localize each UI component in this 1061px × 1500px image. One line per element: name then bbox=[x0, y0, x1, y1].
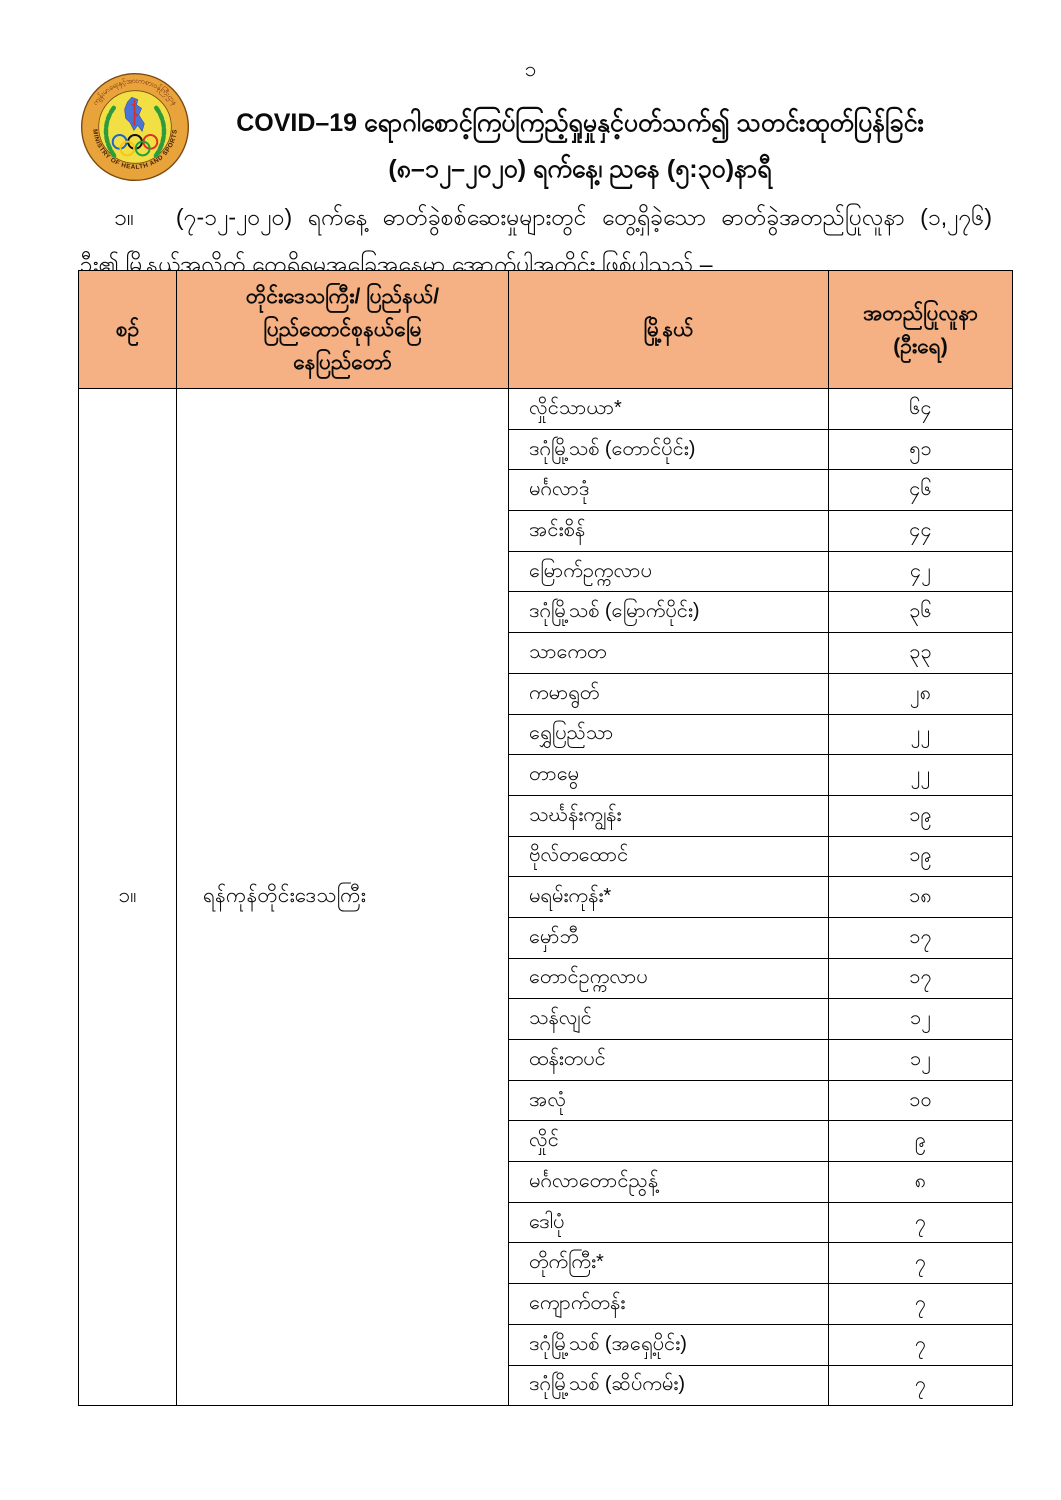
township-cell: လှိုင်သာယာ* bbox=[508, 388, 829, 430]
township-cell: သန်လျင် bbox=[508, 998, 829, 1040]
township-cell: မင်္ဂလာဒုံ bbox=[508, 469, 829, 512]
table-body: ၁။ ရန်ကုန်တိုင်းဒေသကြီး လှိုင်သာယာ* ၆၄ ဒ… bbox=[78, 387, 1013, 1407]
cases-cell: ၇ bbox=[828, 1201, 1013, 1244]
table-row: ဗိုလ်တထောင် ၁၉ bbox=[79, 835, 1013, 878]
table-row: သာကေတ ၃၃ bbox=[79, 632, 1013, 674]
township-cell: ဒဂုံမြို့သစ် (အရှေ့ပိုင်း) bbox=[508, 1323, 829, 1366]
township-cell: ဒေါပုံ bbox=[508, 1201, 829, 1244]
col-header-region: တိုင်းဒေသကြီး/ ပြည်နယ်/ ပြည်ထောင်စုနယ်မြ… bbox=[176, 270, 509, 389]
col-header-cases-line2: (ဦးရေ) bbox=[893, 334, 948, 358]
col-header-cases: အတည်ပြုလူနာ (ဦးရေ) bbox=[828, 270, 1013, 389]
township-cell: ကမာရွတ် bbox=[508, 672, 829, 715]
cases-table: စဉ် တိုင်းဒေသကြီး/ ပြည်နယ်/ ပြည်ထောင်စုန… bbox=[78, 270, 1013, 1407]
township-cell: မြောက်ဥက္ကလာပ bbox=[508, 550, 829, 593]
col-header-region-line3: နေပြည်တော် bbox=[293, 351, 392, 374]
cases-cell: ၂၂ bbox=[828, 713, 1013, 756]
cases-cell: ၂၈ bbox=[828, 672, 1013, 715]
laurel-wreath-icon bbox=[103, 103, 167, 158]
township-cell: မရမ်းကုန်း* bbox=[508, 876, 829, 918]
table-row: သင်္ဃန်းကျွန်း ၁၉ bbox=[79, 794, 1013, 837]
township-cell: တောင်ဥက္ကလာပ bbox=[508, 957, 829, 1000]
table-row: မြောက်ဥက္ကလာပ ၄၂ bbox=[79, 550, 1013, 593]
cases-cell: ၇ bbox=[828, 1323, 1013, 1366]
table-row: ကမာရွတ် ၂၈ bbox=[79, 672, 1013, 715]
cases-cell: ၃၃ bbox=[828, 632, 1013, 674]
table-row: သန်လျင် ၁၂ bbox=[79, 998, 1013, 1040]
township-cell: ဒဂုံမြို့သစ် (ဆိပ်ကမ်း) bbox=[508, 1364, 829, 1407]
township-cell: ရွှေပြည်သာ bbox=[508, 713, 829, 756]
township-cell: တိုက်ကြီး* bbox=[508, 1242, 829, 1285]
cases-cell: ၇ bbox=[828, 1242, 1013, 1285]
township-cell: သင်္ဃန်းကျွန်း bbox=[508, 794, 829, 837]
table-row: အင်းစိန် ၄၄ bbox=[79, 510, 1013, 552]
table-row: မင်္ဂလာဒုံ ၄၆ bbox=[79, 469, 1013, 512]
myanmar-map-icon bbox=[124, 96, 145, 133]
cases-cell: ၁၀ bbox=[828, 1079, 1013, 1122]
cases-cell: ၁၉ bbox=[828, 794, 1013, 837]
cases-cell: ၁၂ bbox=[828, 1039, 1013, 1081]
cases-cell: ၈ bbox=[828, 1161, 1013, 1203]
township-cell: လှိုင် bbox=[508, 1120, 829, 1163]
table-row: ၁။ ရန်ကုန်တိုင်းဒေသကြီး လှိုင်သာယာ* ၆၄ bbox=[78, 387, 1013, 1407]
cases-cell: ၁၉ bbox=[828, 835, 1013, 878]
township-cell: မှော်ဘီ bbox=[508, 916, 829, 959]
paragraph-number: ၁။ bbox=[114, 204, 134, 230]
township-cell: ကျောက်တန်း bbox=[508, 1283, 829, 1325]
table-row: တာမွေ ၂၂ bbox=[79, 754, 1013, 796]
cases-cell: ၁၇ bbox=[828, 916, 1013, 959]
col-header-cases-line1: အတည်ပြုလူနာ bbox=[863, 301, 978, 325]
cases-cell: ၂၂ bbox=[828, 754, 1013, 796]
cases-cell: ၄၆ bbox=[828, 469, 1013, 512]
table-row: တောင်ဥက္ကလာပ ၁၇ bbox=[79, 957, 1013, 1000]
cases-cell: ၆၄ bbox=[828, 388, 1013, 430]
cases-cell: ၇ bbox=[828, 1283, 1013, 1325]
col-header-region-line1: တိုင်းဒေသကြီး/ ပြည်နယ်/ bbox=[245, 285, 440, 308]
cases-cell: ၁၇ bbox=[828, 957, 1013, 1000]
township-cell: မင်္ဂလာတောင်ညွန့် bbox=[508, 1161, 829, 1203]
cases-cell: ၇ bbox=[828, 1364, 1013, 1407]
table-row: ဒဂုံမြို့သစ် (ဆိပ်ကမ်း) ၇ bbox=[79, 1364, 1013, 1407]
group-serial-cell: ၁။ bbox=[78, 387, 177, 1407]
township-cell: အလုံ bbox=[508, 1079, 829, 1122]
ministry-of-health-and-sports-logo: ကျန်းမာရေးနှင့်အားကစားဝန်ကြီးဌာန MINISTR… bbox=[80, 72, 190, 182]
cases-cell: ၁၂ bbox=[828, 998, 1013, 1040]
cases-cell: ၅၁ bbox=[828, 428, 1013, 471]
table-row: လှိုင် ၉ bbox=[79, 1120, 1013, 1163]
cases-cell: ၃၆ bbox=[828, 591, 1013, 634]
col-header-township: မြို့နယ် bbox=[508, 270, 829, 389]
col-header-serial: စဉ် bbox=[78, 270, 177, 389]
cases-cell: ၄၄ bbox=[828, 510, 1013, 552]
ministry-emblem-icon: ကျန်းမာရေးနှင့်အားကစားဝန်ကြီးဌာန MINISTR… bbox=[80, 72, 190, 182]
township-cell: သာကေတ bbox=[508, 632, 829, 674]
table-row: မင်္ဂလာတောင်ညွန့် ၈ bbox=[79, 1161, 1013, 1203]
page-number: ၁ bbox=[524, 58, 537, 81]
document-title: COVID–19 ရောဂါစောင့်ကြပ်ကြည့်ရှုမှုနှင့်… bbox=[150, 100, 1010, 192]
olympic-rings-icon bbox=[111, 133, 159, 157]
table-row: ဒဂုံမြို့သစ် (အရှေ့ပိုင်း) ၇ bbox=[79, 1323, 1013, 1366]
title-line-1: COVID–19 ရောဂါစောင့်ကြပ်ကြည့်ရှုမှုနှင့်… bbox=[236, 109, 924, 137]
table-row: အလုံ ၁၀ bbox=[79, 1079, 1013, 1122]
township-cell: ဗိုလ်တထောင် bbox=[508, 835, 829, 878]
township-cell: တာမွေ bbox=[508, 754, 829, 796]
township-cell: အင်းစိန် bbox=[508, 510, 829, 552]
table-row: ဒေါပုံ ၇ bbox=[79, 1201, 1013, 1244]
table-row: မရမ်းကုန်း* ၁၈ bbox=[79, 876, 1013, 918]
township-cell: ဒဂုံမြို့သစ် (တောင်ပိုင်း) bbox=[508, 428, 829, 471]
table-header: စဉ် တိုင်းဒေသကြီး/ ပြည်နယ်/ ပြည်ထောင်စုန… bbox=[78, 270, 1013, 389]
cases-cell: ၉ bbox=[828, 1120, 1013, 1163]
col-header-region-line2: ပြည်ထောင်စုနယ်မြေ bbox=[263, 318, 422, 341]
caduceus-icon bbox=[130, 99, 139, 126]
title-line-2: (၈–၁၂–၂၀၂၀) ရက်နေ့၊ ညနေ (၅:၃၀)နာရီ bbox=[388, 155, 772, 183]
table-row: တိုက်ကြီး* ၇ bbox=[79, 1242, 1013, 1285]
group-region-cell: ရန်ကုန်တိုင်းဒေသကြီး bbox=[176, 387, 509, 1407]
cases-cell: ၁၈ bbox=[828, 876, 1013, 918]
table-row: ကျောက်တန်း ၇ bbox=[79, 1283, 1013, 1325]
cases-cell: ၄၂ bbox=[828, 550, 1013, 593]
township-cell: ဒဂုံမြို့သစ် (မြောက်ပိုင်း) bbox=[508, 591, 829, 634]
township-cell: ထန်းတပင် bbox=[508, 1039, 829, 1081]
paragraph-text: (၇-၁၂-၂၀၂၀) ရက်နေ့ ဓာတ်ခွဲစစ်ဆေးမှုများတ… bbox=[80, 204, 992, 277]
